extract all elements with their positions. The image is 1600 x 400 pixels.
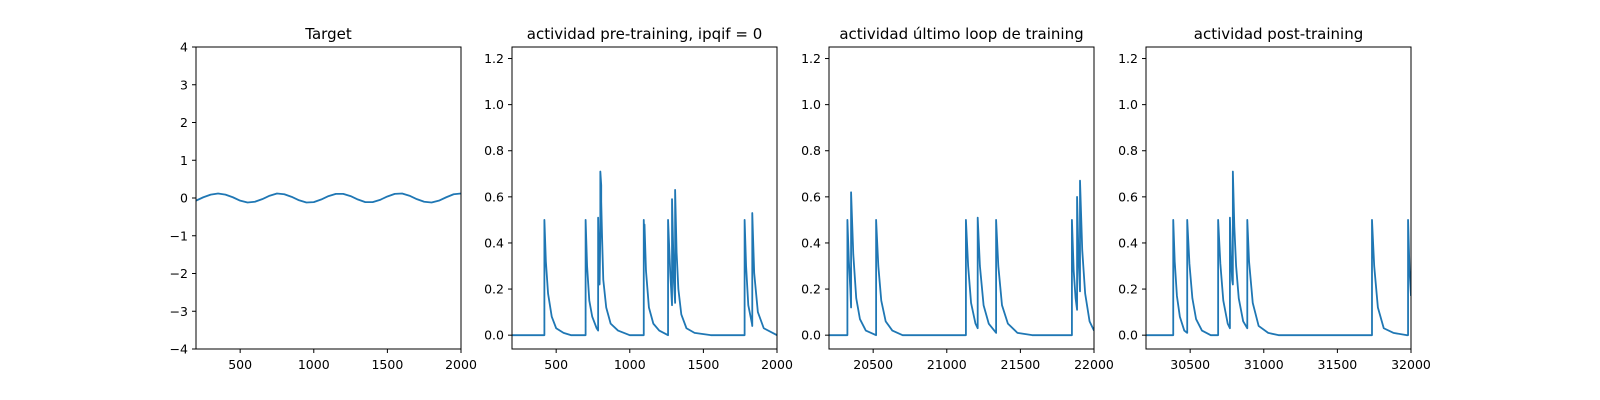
series-line <box>1146 170 1411 337</box>
y-tick-label: 0.2 <box>1118 282 1138 297</box>
axes-frame <box>828 46 1095 350</box>
y-tick-label: 0.8 <box>801 143 821 158</box>
chart-title: actividad pre-training, ipqif = 0 <box>527 25 763 43</box>
y-tick-label: 0.8 <box>1118 143 1138 158</box>
y-tick-label: 0 <box>180 191 188 206</box>
y-tick-label: 1 <box>180 153 188 168</box>
y-tick-label: 1.2 <box>1118 51 1138 66</box>
x-tick-label: 1500 <box>371 357 403 372</box>
chart-title: Target <box>304 25 352 43</box>
y-tick-label: 0.4 <box>1118 235 1138 250</box>
x-tick-label: 21000 <box>927 357 967 372</box>
y-tick-label: 0.0 <box>801 328 821 343</box>
y-tick-label: 2 <box>180 115 188 130</box>
x-tick-label: 1000 <box>298 357 330 372</box>
x-tick-label: 500 <box>544 357 568 372</box>
x-tick-label: 1000 <box>614 357 646 372</box>
y-tick-label: 1.0 <box>1118 97 1138 112</box>
y-tick-label: 1.2 <box>484 51 504 66</box>
series-line <box>829 179 1094 337</box>
x-tick-label: 2000 <box>445 357 477 372</box>
x-tick-label: 1500 <box>687 357 719 372</box>
y-tick-label: 0.6 <box>1118 189 1138 204</box>
y-tick-label: 0.4 <box>484 235 504 250</box>
subplot-post-training: actividad post-training 30500 31000 31500 32… <box>1118 25 1431 372</box>
x-tick-label: 500 <box>228 357 252 372</box>
y-tick-label: 0.4 <box>801 235 821 250</box>
y-tick-label: 1.2 <box>801 51 821 66</box>
x-tick-label: 32000 <box>1391 357 1431 372</box>
x-tick-label: 2000 <box>761 357 793 372</box>
y-tick-label: 0.0 <box>1118 328 1138 343</box>
x-tick-label: 31000 <box>1244 357 1284 372</box>
subplot-pre-training: actividad pre-training, ipqif = 0 500 1000… <box>484 25 793 372</box>
x-tick-label: 21500 <box>1001 357 1041 372</box>
axes-frame <box>511 46 778 350</box>
y-tick-label: 0.8 <box>484 143 504 158</box>
axes-frame <box>1145 46 1412 350</box>
subplot-target: Target 500 1000 1500 2000 −4 −3 −2 −1 0 1 2 3 4 <box>170 25 477 372</box>
y-tick-label: −4 <box>170 342 188 357</box>
y-tick-label: 0.2 <box>801 282 821 297</box>
x-tick-label: 31500 <box>1318 357 1358 372</box>
x-tick-label: 30500 <box>1170 357 1210 372</box>
series-line <box>196 192 461 204</box>
chart-title: actividad post-training <box>1194 25 1363 43</box>
y-tick-label: 4 <box>180 40 188 55</box>
y-tick-label: 0.6 <box>484 189 504 204</box>
y-tick-label: 3 <box>180 77 188 92</box>
x-tick-label: 22000 <box>1074 357 1114 372</box>
y-tick-label: −2 <box>170 266 188 281</box>
y-tick-label: −3 <box>170 304 188 319</box>
y-tick-label: 1.0 <box>484 97 504 112</box>
subplot-last-training-loop: actividad último loop de training 20500 21… <box>801 25 1114 372</box>
x-tick-label: 20500 <box>853 357 893 372</box>
y-tick-label: 0.6 <box>801 189 821 204</box>
chart-title: actividad último loop de training <box>839 25 1083 43</box>
series-line <box>512 170 777 337</box>
y-tick-label: −1 <box>170 228 188 243</box>
y-tick-label: 1.0 <box>801 97 821 112</box>
y-tick-label: 0.0 <box>484 328 504 343</box>
y-tick-label: 0.2 <box>484 282 504 297</box>
